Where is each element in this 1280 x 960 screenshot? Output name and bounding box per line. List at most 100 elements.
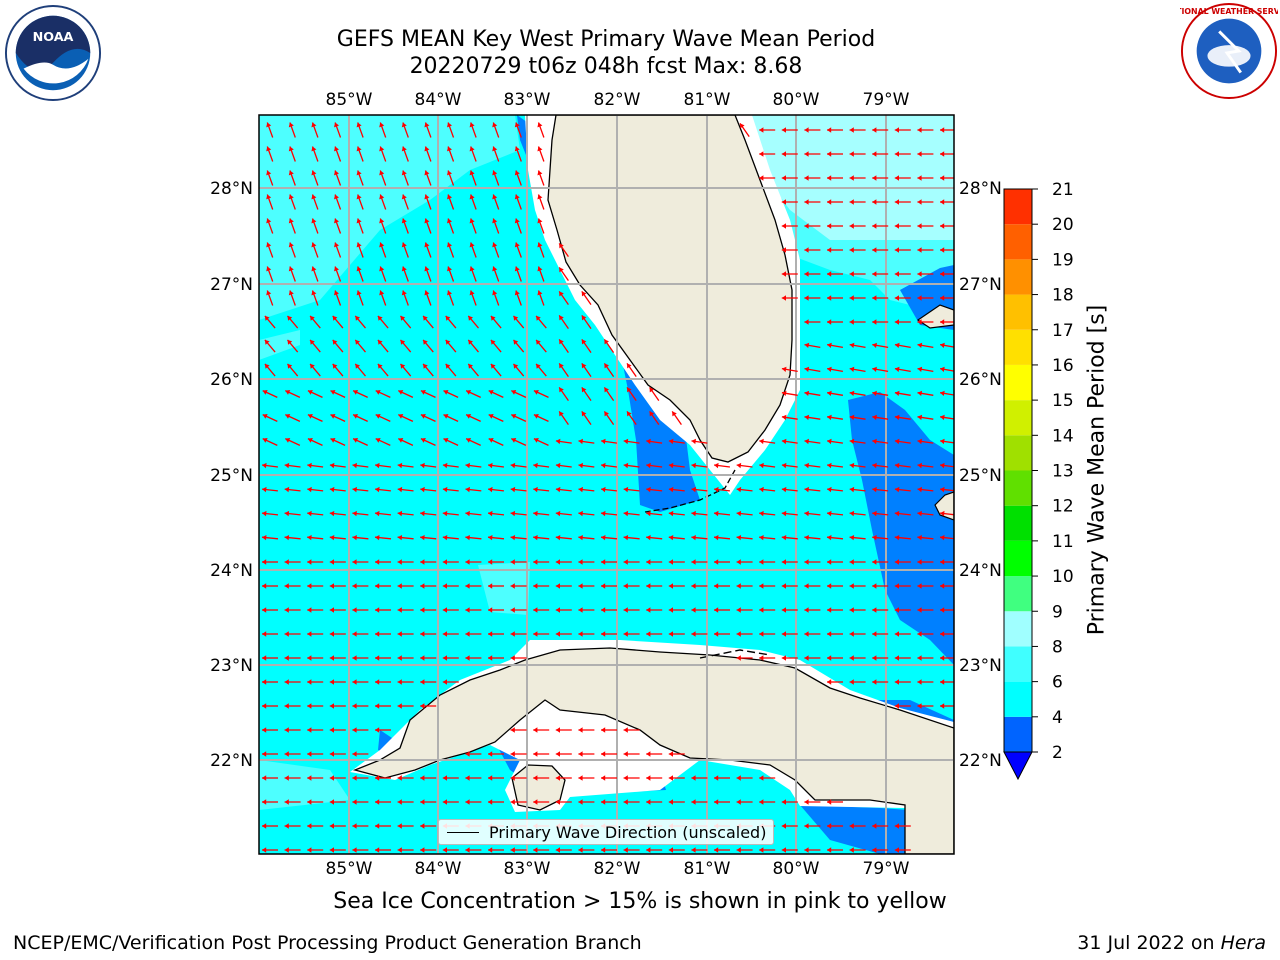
wave-arrow-head bbox=[917, 703, 922, 709]
wave-arrow-head bbox=[623, 775, 628, 781]
wave-arrow-head bbox=[488, 799, 493, 805]
wave-arrow-head bbox=[352, 655, 357, 661]
wave-arrow-head bbox=[827, 583, 832, 589]
wave-arrow-head bbox=[307, 799, 312, 805]
wave-arrow-head bbox=[307, 823, 312, 829]
wave-arrow-head bbox=[420, 655, 425, 661]
wave-arrow-head bbox=[759, 535, 764, 541]
wave-arrow-head bbox=[492, 122, 498, 128]
wave-arrow-head bbox=[940, 271, 945, 277]
wave-arrow-head bbox=[514, 146, 520, 152]
wave-arrow-head bbox=[288, 194, 294, 200]
wave-arrow-head bbox=[488, 583, 493, 589]
wave-arrow-head bbox=[490, 363, 496, 369]
wave-arrow-head bbox=[827, 486, 832, 493]
wave-arrow-head bbox=[375, 607, 380, 613]
wave-arrow-head bbox=[646, 535, 651, 541]
wave-arrow-head bbox=[307, 559, 312, 565]
wave-arrow-head bbox=[355, 315, 360, 321]
wave-arrow-head bbox=[329, 607, 334, 613]
wave-arrow-head bbox=[533, 727, 538, 733]
wave-arrow-head bbox=[284, 607, 289, 613]
wave-arrow-head bbox=[668, 510, 674, 517]
lon-tick: 81°W bbox=[684, 859, 731, 879]
wave-arrow-head bbox=[827, 607, 832, 613]
wave-arrow-head bbox=[356, 266, 362, 272]
wave-arrow-head bbox=[329, 462, 335, 469]
wave-arrow-head bbox=[759, 559, 764, 565]
wave-arrow-head bbox=[537, 122, 543, 128]
wave-arrow-head bbox=[578, 631, 583, 637]
wave-arrow-head bbox=[691, 583, 696, 589]
wave-arrow-head bbox=[894, 510, 900, 517]
wave-arrow-head bbox=[397, 486, 403, 493]
nws-logo: NATIONAL WEATHER SERVICE bbox=[1180, 2, 1278, 100]
wave-arrow-head bbox=[514, 242, 520, 248]
wave-arrow-head bbox=[443, 414, 449, 419]
wave-arrow-head bbox=[781, 366, 787, 372]
wave-arrow-head bbox=[262, 703, 267, 709]
wave-arrow-head bbox=[469, 194, 475, 200]
wave-arrow-head bbox=[468, 339, 473, 345]
florida-keys bbox=[644, 469, 736, 513]
wave-arrow-head bbox=[894, 462, 900, 469]
wave-arrow-head bbox=[352, 486, 357, 493]
wave-arrow-head bbox=[356, 146, 362, 152]
wave-arrow-head bbox=[262, 535, 267, 541]
wave-arrow-head bbox=[355, 339, 360, 345]
wave-arrow-head bbox=[397, 559, 402, 565]
lon-tick: 79°W bbox=[863, 90, 910, 110]
wave-arrow-head bbox=[488, 655, 493, 661]
wave-arrow-head bbox=[511, 438, 517, 443]
wave-arrow-head bbox=[849, 342, 855, 348]
wave-arrow-head bbox=[917, 438, 922, 445]
wave-arrow-head bbox=[804, 535, 809, 541]
wave-arrow-head bbox=[940, 127, 945, 133]
wave-arrow-head bbox=[555, 847, 560, 853]
wave-arrow-head bbox=[334, 242, 339, 248]
wave-arrow-head bbox=[604, 339, 609, 345]
colorbar-tick-label: 9 bbox=[1052, 602, 1063, 622]
wave-arrow-head bbox=[379, 218, 385, 224]
wave-arrow-head bbox=[849, 366, 855, 372]
wave-arrow-head bbox=[827, 151, 832, 157]
wave-arrow-head bbox=[379, 242, 385, 248]
wave-arrow-head bbox=[940, 295, 945, 301]
wave-arrow-head bbox=[379, 194, 385, 200]
wave-arrow-head bbox=[691, 799, 696, 805]
wave-arrow-head bbox=[849, 462, 855, 469]
wave-arrow-head bbox=[872, 247, 877, 253]
wave-arrow-head bbox=[420, 631, 425, 637]
wave-arrow-head bbox=[917, 199, 922, 205]
wave-arrow-head bbox=[646, 751, 651, 757]
wave-arrow-head bbox=[917, 559, 922, 565]
wave-arrow-head bbox=[375, 486, 380, 493]
wave-arrow-head bbox=[442, 583, 447, 589]
wave-arrow-head bbox=[894, 559, 899, 565]
lon-tick: 85°W bbox=[326, 859, 373, 879]
wave-arrow-head bbox=[533, 775, 538, 781]
wave-arrow-head bbox=[329, 535, 335, 541]
colorbar-segment bbox=[1004, 329, 1032, 365]
wave-arrow-head bbox=[668, 607, 673, 613]
legend: Primary Wave Direction (unscaled) bbox=[438, 819, 774, 845]
wave-arrow-head bbox=[492, 266, 498, 272]
wave-arrow-head bbox=[445, 363, 451, 369]
wave-arrow-head bbox=[352, 751, 357, 757]
contour-6-8-north bbox=[259, 115, 520, 320]
wave-arrow-head bbox=[533, 486, 538, 493]
wave-arrow-head bbox=[307, 486, 312, 493]
wave-arrow-head bbox=[420, 414, 426, 419]
wave-arrow-head bbox=[398, 438, 404, 443]
wave-arrow-head bbox=[375, 535, 380, 541]
wave-arrow-head bbox=[646, 775, 651, 781]
contour-2-4-bahamas bbox=[848, 392, 954, 665]
wave-arrow-head bbox=[917, 151, 922, 157]
wave-arrow-head bbox=[804, 127, 809, 133]
wave-arrow-head bbox=[442, 559, 447, 565]
wave-arrow-head bbox=[827, 366, 832, 372]
wave-arrow-head bbox=[262, 583, 267, 589]
wave-arrow-head bbox=[827, 559, 832, 565]
wave-arrow-head bbox=[894, 847, 899, 853]
wave-arrow-head bbox=[397, 535, 403, 541]
